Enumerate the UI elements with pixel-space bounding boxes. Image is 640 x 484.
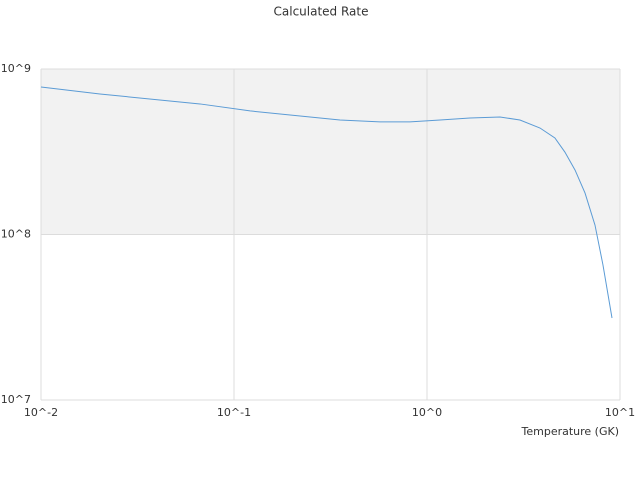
x-tick-label: 10^1: [605, 406, 635, 419]
y-tick-label: 10^9: [1, 62, 31, 75]
x-tick-label: 10^0: [412, 406, 442, 419]
x-axis-label: Temperature (GK): [521, 425, 620, 438]
x-tick-label: 10^-2: [24, 406, 58, 419]
x-tick-label: 10^-1: [217, 406, 251, 419]
chart-title: Calculated Rate: [274, 5, 369, 19]
y-tick-label: 10^8: [1, 228, 31, 241]
y-tick-label: 10^7: [1, 393, 31, 406]
plot-band: [41, 69, 620, 235]
data-line: [40, 86, 613, 319]
